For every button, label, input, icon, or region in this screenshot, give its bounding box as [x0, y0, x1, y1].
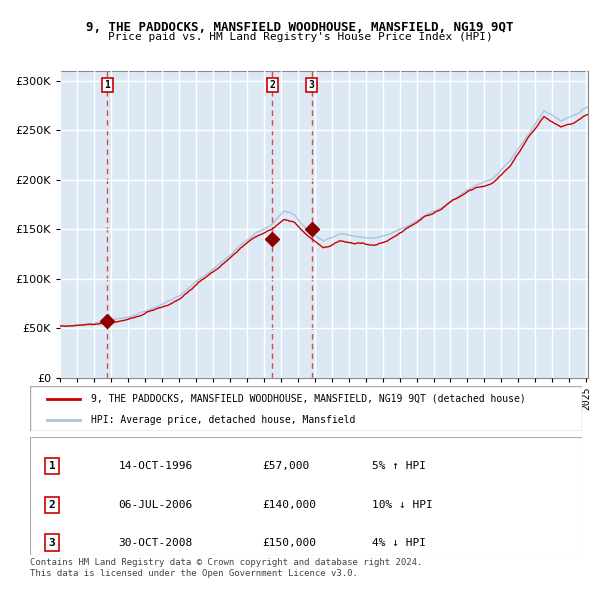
Text: 10% ↓ HPI: 10% ↓ HPI [372, 500, 433, 510]
Text: HPI: Average price, detached house, Mansfield: HPI: Average price, detached house, Mans… [91, 415, 355, 425]
Text: 9, THE PADDOCKS, MANSFIELD WOODHOUSE, MANSFIELD, NG19 9QT (detached house): 9, THE PADDOCKS, MANSFIELD WOODHOUSE, MA… [91, 394, 526, 404]
Text: 1: 1 [49, 461, 55, 471]
Text: 5% ↑ HPI: 5% ↑ HPI [372, 461, 426, 471]
Text: £150,000: £150,000 [262, 538, 316, 548]
Text: 4% ↓ HPI: 4% ↓ HPI [372, 538, 426, 548]
Text: 3: 3 [309, 80, 315, 90]
Text: 9, THE PADDOCKS, MANSFIELD WOODHOUSE, MANSFIELD, NG19 9QT: 9, THE PADDOCKS, MANSFIELD WOODHOUSE, MA… [86, 21, 514, 34]
Text: This data is licensed under the Open Government Licence v3.0.: This data is licensed under the Open Gov… [30, 569, 358, 578]
Text: 2: 2 [49, 500, 55, 510]
FancyBboxPatch shape [30, 386, 582, 431]
Text: 1: 1 [104, 80, 110, 90]
Text: 14-OCT-1996: 14-OCT-1996 [118, 461, 193, 471]
Text: 06-JUL-2006: 06-JUL-2006 [118, 500, 193, 510]
Text: 30-OCT-2008: 30-OCT-2008 [118, 538, 193, 548]
Text: Price paid vs. HM Land Registry's House Price Index (HPI): Price paid vs. HM Land Registry's House … [107, 32, 493, 42]
Text: £57,000: £57,000 [262, 461, 309, 471]
Text: Contains HM Land Registry data © Crown copyright and database right 2024.: Contains HM Land Registry data © Crown c… [30, 558, 422, 566]
Text: £140,000: £140,000 [262, 500, 316, 510]
Text: 2: 2 [269, 80, 275, 90]
FancyBboxPatch shape [30, 437, 582, 555]
Text: 3: 3 [49, 538, 55, 548]
